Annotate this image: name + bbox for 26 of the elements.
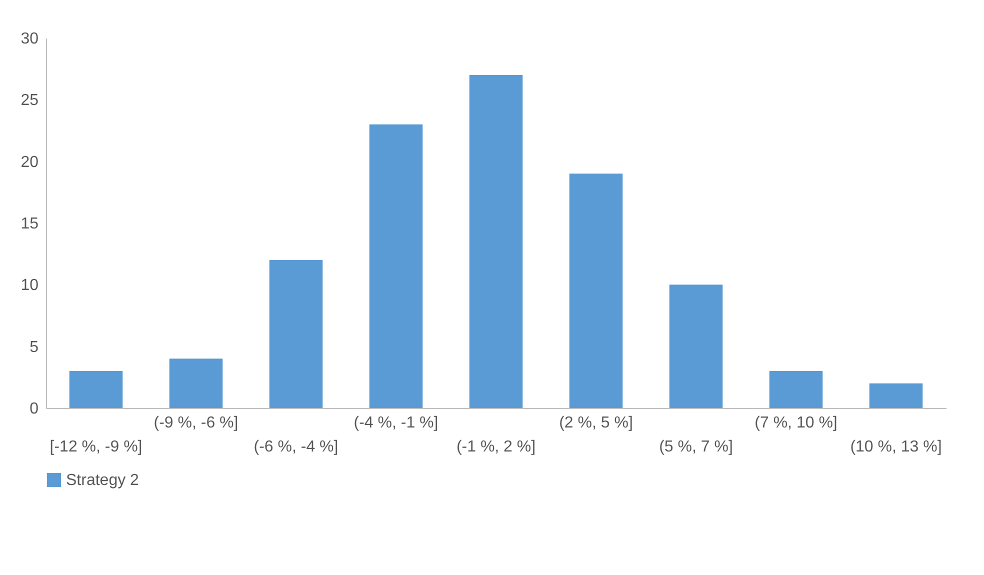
x-tick-label: (10 %, 13 %]	[850, 438, 942, 456]
bar	[469, 75, 523, 408]
legend-label: Strategy 2	[66, 472, 140, 489]
y-tick-label: 0	[30, 400, 39, 418]
bar	[769, 371, 823, 408]
y-tick-label: 30	[20, 30, 39, 48]
y-tick-label: 20	[20, 154, 39, 171]
x-tick-label: [-12 %, -9 %]	[50, 438, 142, 456]
bar	[869, 383, 923, 408]
bar	[569, 174, 623, 408]
x-tick-label: (-9 %, -6 %]	[154, 414, 238, 432]
y-tick-label: 10	[20, 277, 39, 294]
x-tick-label: (-4 %, -1 %]	[354, 414, 438, 432]
bar	[369, 124, 423, 408]
x-tick-label: (5 %, 7 %]	[659, 438, 733, 456]
y-tick-label: 15	[20, 216, 39, 232]
bar	[69, 371, 123, 408]
bar	[669, 284, 723, 408]
bar	[169, 358, 223, 408]
x-tick-label: (7 %, 10 %]	[754, 414, 838, 432]
bar	[269, 260, 323, 408]
y-tick-label: 5	[30, 338, 39, 356]
x-tick-label: (-1 %, 2 %]	[456, 438, 536, 456]
y-tick-label: 25	[20, 92, 39, 110]
x-tick-label: (2 %, 5 %]	[559, 414, 633, 432]
x-tick-label: (-6 %, -4 %]	[254, 438, 338, 456]
